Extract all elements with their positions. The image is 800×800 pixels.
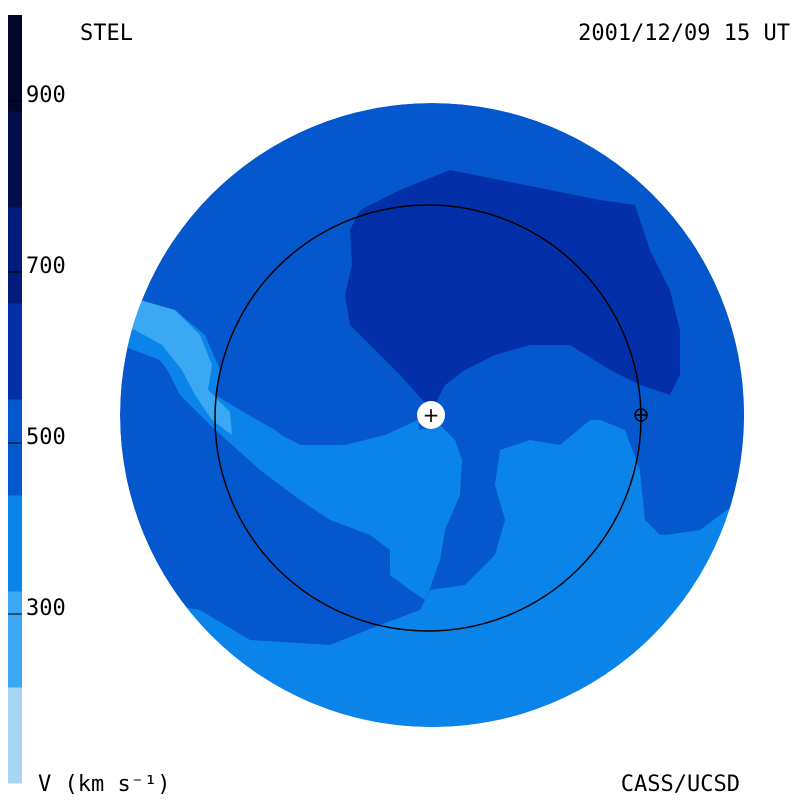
colorbar-band (8, 495, 22, 592)
colorbar (8, 15, 22, 784)
colorbar-band (8, 15, 22, 112)
colorbar-tick-500: 500 (26, 425, 66, 450)
credit-label: CASS/UCSD (621, 772, 740, 797)
velocity-disk (120, 103, 744, 727)
units-label: V (km s⁻¹) (38, 772, 170, 797)
colorbar-tick-300: 300 (26, 596, 66, 621)
colorbar-tick-900: 900 (26, 83, 66, 108)
source-label: STEL (80, 21, 133, 46)
colorbar-band (8, 207, 22, 304)
earth-icon (634, 408, 648, 422)
colorbar-tick-700: 700 (26, 254, 66, 279)
colorbar-band (8, 591, 22, 688)
colorbar-band (8, 303, 22, 400)
slowest-wind-region (120, 300, 232, 435)
slow-wind-region (120, 420, 744, 727)
colorbar-band (8, 399, 22, 496)
colorbar-band (8, 687, 22, 784)
colorbar-band (8, 111, 22, 208)
fast-wind-region (345, 170, 680, 410)
sun-marker (417, 401, 445, 429)
sun-plus-icon: + (423, 403, 440, 427)
timestamp: 2001/12/09 15 UT (578, 21, 790, 46)
